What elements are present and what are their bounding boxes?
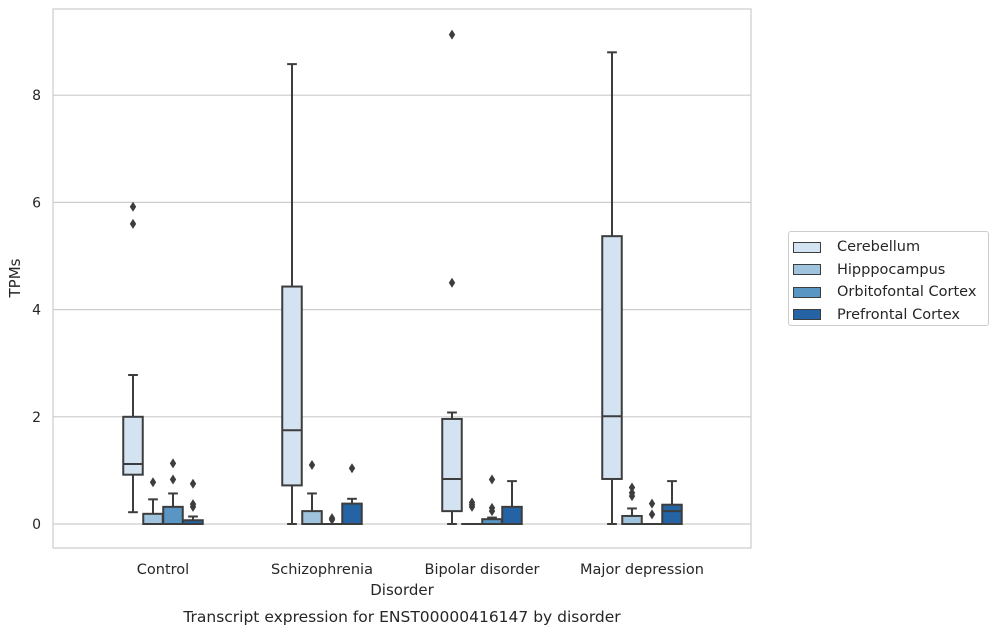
legend-swatch: [793, 309, 821, 321]
outlier-point: [448, 29, 456, 40]
box-body: [142, 512, 164, 525]
plot-area: [52, 8, 752, 549]
box-body: [122, 415, 144, 476]
y-tick-label: 4: [32, 303, 41, 319]
box-prefrontal-cortex: [661, 480, 683, 526]
x-tick-label: Bipolar disorder: [425, 562, 540, 578]
y-axis-label: TPMs: [6, 258, 24, 298]
legend-label: Orbitofontal Cortex: [837, 284, 977, 301]
outlier-point: [169, 474, 177, 485]
outlier-point: [468, 497, 476, 508]
legend-label: Prefrontal Cortex: [837, 306, 960, 323]
y-tick-labels: 0 2 4 6 8: [32, 88, 41, 533]
box-body: [441, 417, 463, 513]
box-body: [621, 514, 643, 526]
outlier-point: [129, 201, 137, 212]
legend-item: Hipppocampus: [789, 259, 988, 282]
box-cerebellum: [441, 29, 463, 525]
outlier-point: [488, 502, 496, 513]
box-series: [122, 29, 683, 526]
outlier-point: [628, 487, 636, 498]
box-prefrontal-cortex: [501, 480, 523, 525]
box-body: [301, 510, 323, 525]
y-tick-label: 6: [32, 195, 41, 211]
outlier-point: [169, 458, 177, 469]
box-body: [162, 505, 184, 525]
outlier-point: [328, 513, 336, 524]
box-body: [341, 502, 363, 525]
outlier-point: [648, 498, 656, 509]
outlier-point: [189, 499, 197, 510]
legend: Cerebellum Hipppocampus Orbitofontal Corte…: [788, 231, 989, 326]
legend-swatch: [793, 264, 821, 276]
outlier-point: [628, 482, 636, 493]
outlier-point: [448, 277, 456, 288]
legend-label: Cerebellum: [837, 239, 921, 256]
legend-label: Hipppocampus: [837, 261, 946, 278]
box-cerebellum: [601, 51, 623, 525]
legend-item: Cerebellum: [789, 236, 988, 259]
box-orbitofontal-cortex: [162, 458, 184, 525]
x-tick-label: Major depression: [580, 562, 704, 578]
y-tick-label: 8: [32, 88, 41, 104]
box-prefrontal-cortex: [182, 478, 204, 525]
outlier-point: [348, 463, 356, 474]
outlier-point: [189, 478, 197, 489]
legend-swatch: [793, 286, 821, 298]
legend-item: Orbitofontal Cortex: [789, 281, 988, 304]
box-body: [281, 285, 303, 487]
outlier-point: [648, 509, 656, 520]
box-hipppocampus: [301, 460, 323, 525]
legend-swatch: [793, 241, 821, 253]
y-tick-label: 2: [32, 410, 41, 426]
box-cerebellum: [281, 63, 303, 525]
box-cerebellum: [122, 201, 144, 514]
box-body: [501, 505, 523, 525]
box-hipppocampus: [621, 482, 643, 526]
x-tick-labels: Control Schizophrenia Bipolar disorder Majo…: [137, 562, 704, 578]
outlier-point: [149, 477, 157, 488]
outlier-point: [488, 474, 496, 485]
box-prefrontal-cortex: [341, 463, 363, 525]
y-tick-label: 0: [32, 517, 41, 533]
outlier-point: [129, 218, 137, 229]
legend-item: Prefrontal Cortex: [789, 304, 988, 327]
box-body: [601, 235, 623, 480]
chart-title: Transcript expression for ENST0000041614…: [182, 608, 621, 626]
x-tick-label: Control: [137, 562, 189, 578]
box-orbitofontal-cortex: [641, 498, 663, 526]
outlier-point: [308, 460, 316, 471]
x-tick-label: Schizophrenia: [271, 562, 373, 578]
box-body: [661, 503, 683, 526]
x-axis-label: Disorder: [370, 581, 434, 599]
